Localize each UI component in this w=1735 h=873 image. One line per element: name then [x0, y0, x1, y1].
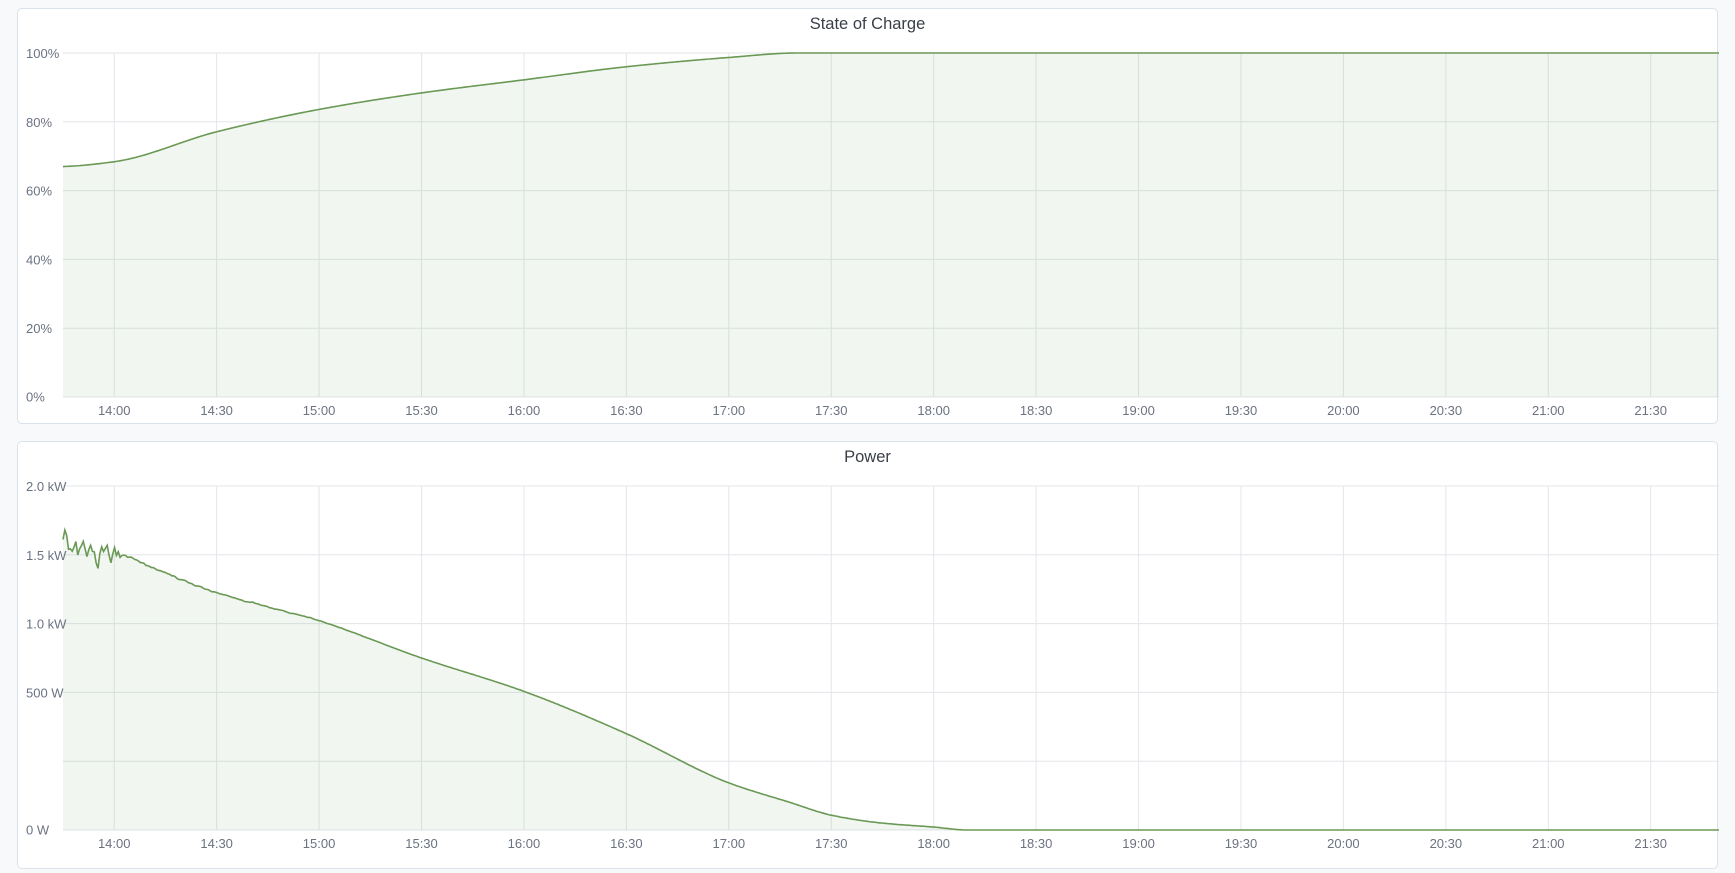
svg-text:17:30: 17:30 [815, 836, 848, 851]
svg-text:80%: 80% [26, 115, 52, 130]
svg-text:20:00: 20:00 [1327, 836, 1360, 851]
svg-text:17:00: 17:00 [713, 836, 746, 851]
svg-text:15:30: 15:30 [405, 836, 438, 851]
svg-text:2.0 kW: 2.0 kW [26, 482, 67, 494]
svg-text:0%: 0% [26, 390, 45, 405]
svg-text:500 W: 500 W [26, 685, 64, 700]
svg-text:19:30: 19:30 [1225, 836, 1258, 851]
svg-text:16:00: 16:00 [508, 836, 541, 851]
svg-text:17:30: 17:30 [815, 403, 848, 418]
svg-text:19:00: 19:00 [1122, 836, 1155, 851]
svg-text:1.0 kW: 1.0 kW [26, 617, 67, 632]
svg-text:15:00: 15:00 [303, 836, 336, 851]
svg-text:18:00: 18:00 [917, 836, 950, 851]
svg-text:15:00: 15:00 [303, 403, 336, 418]
svg-text:20:00: 20:00 [1327, 403, 1360, 418]
svg-text:60%: 60% [26, 184, 52, 199]
svg-text:14:00: 14:00 [98, 836, 131, 851]
svg-text:20:30: 20:30 [1430, 836, 1463, 851]
svg-text:19:30: 19:30 [1225, 403, 1258, 418]
svg-text:1.5 kW: 1.5 kW [26, 548, 67, 563]
svg-text:14:00: 14:00 [98, 403, 131, 418]
svg-text:18:00: 18:00 [917, 403, 950, 418]
svg-text:40%: 40% [26, 252, 52, 267]
svg-text:19:00: 19:00 [1122, 403, 1155, 418]
svg-text:21:30: 21:30 [1634, 836, 1667, 851]
svg-text:0 W: 0 W [26, 823, 50, 838]
svg-text:15:30: 15:30 [405, 403, 438, 418]
svg-text:14:30: 14:30 [200, 836, 233, 851]
svg-text:14:30: 14:30 [200, 403, 233, 418]
svg-text:16:30: 16:30 [610, 836, 643, 851]
svg-text:21:30: 21:30 [1634, 403, 1667, 418]
svg-text:18:30: 18:30 [1020, 836, 1053, 851]
svg-text:16:00: 16:00 [508, 403, 541, 418]
svg-text:18:30: 18:30 [1020, 403, 1053, 418]
svg-text:21:00: 21:00 [1532, 836, 1565, 851]
svg-text:21:00: 21:00 [1532, 403, 1565, 418]
svg-text:100%: 100% [26, 49, 60, 61]
svg-text:20%: 20% [26, 321, 52, 336]
svg-text:20:30: 20:30 [1430, 403, 1463, 418]
svg-text:16:30: 16:30 [610, 403, 643, 418]
svg-text:17:00: 17:00 [713, 403, 746, 418]
